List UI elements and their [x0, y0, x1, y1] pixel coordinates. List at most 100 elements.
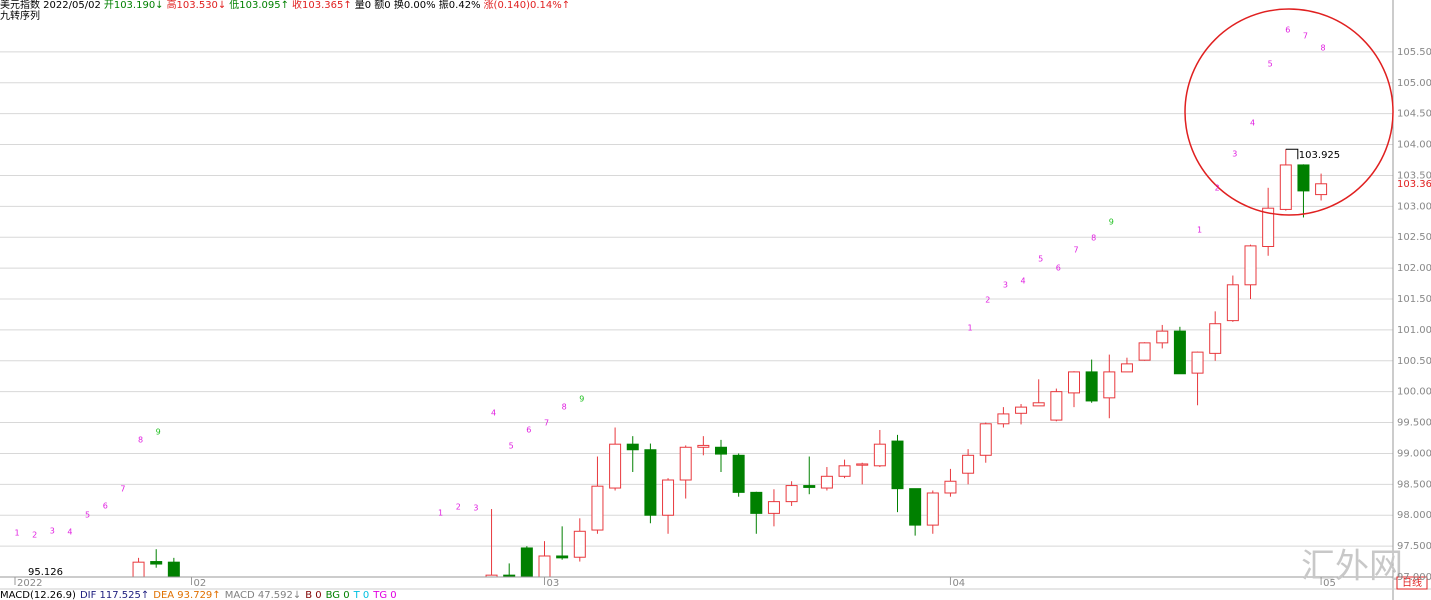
td-count: 6 — [1056, 264, 1061, 273]
td-count: 1 — [14, 529, 19, 538]
candle-body — [750, 491, 763, 514]
td-count: 7 — [544, 419, 549, 428]
plot-area — [132, 149, 1328, 577]
y-tick-label: 98.000 — [1397, 510, 1431, 521]
y-tick-label: 104.500 — [1397, 109, 1431, 120]
td-count: 7 — [1073, 246, 1078, 255]
y-tick-label: 98.500 — [1397, 479, 1431, 490]
candle-body — [820, 475, 833, 489]
td-count: 3 — [1232, 150, 1237, 159]
td-count: 9 — [1109, 218, 1114, 227]
indicator-item: DIF 117.525↑ — [80, 590, 149, 600]
y-tick-label: 102.000 — [1397, 263, 1431, 274]
indicator-item: DEA 93.729↑ — [153, 590, 220, 600]
candle-body — [785, 485, 798, 503]
td-count: 8 — [138, 436, 143, 445]
td-count: 3 — [473, 504, 478, 513]
td-count: 5 — [1038, 255, 1043, 264]
header-item: 涨(0.140)0.14%↑ — [484, 0, 571, 11]
candle-body — [1209, 323, 1222, 354]
indicator-item: T 0 — [353, 590, 370, 600]
indicator-bar: MACD(12.26.9) DIF 117.525↑ DEA 93.729↑ MACD… — [0, 590, 397, 600]
td-count: 8 — [562, 403, 567, 412]
td-count: 6 — [1285, 26, 1290, 35]
highlight-circle — [1184, 8, 1394, 216]
candle-body — [1050, 391, 1063, 421]
candle-body — [856, 463, 869, 466]
header-item: 开103.190↓ — [104, 0, 164, 11]
candle-body — [997, 413, 1010, 425]
x-tick-label: 02 — [194, 578, 207, 589]
candle-body — [926, 492, 939, 526]
candle-body — [803, 485, 816, 488]
candle-body — [1279, 164, 1292, 210]
candle-body — [1297, 164, 1310, 192]
candle-body — [1138, 342, 1151, 361]
header-item: 美元指数 2022/05/02 — [0, 0, 101, 11]
candle-body — [644, 449, 657, 516]
candle-body — [1315, 183, 1328, 196]
indicator-item: B 0 — [305, 590, 321, 600]
candle-body — [132, 561, 145, 577]
candle-body — [1103, 371, 1116, 399]
td-count: 7 — [1303, 32, 1308, 41]
header-item: 高103.530↓ — [167, 0, 227, 11]
x-tick-label: 03 — [547, 578, 560, 589]
y-tick-label: 101.000 — [1397, 325, 1431, 336]
td-count: 6 — [103, 502, 108, 511]
td-count: 9 — [579, 395, 584, 404]
indicator-item: TG 0 — [372, 590, 396, 600]
candle-body — [838, 465, 851, 477]
candle-body — [891, 440, 904, 490]
td-count: 9 — [156, 428, 161, 437]
candle-body — [1120, 363, 1133, 373]
candle-body — [538, 555, 551, 577]
header-item: 收103.365↑ — [292, 0, 352, 11]
grid — [0, 51, 1393, 578]
td-count: 1 — [1197, 226, 1202, 235]
y-tick-label: 105.500 — [1397, 47, 1431, 58]
x-tick-label: 05 — [1323, 578, 1336, 589]
td-count: 2 — [985, 296, 990, 305]
td-count: 1 — [968, 324, 973, 333]
period-button[interactable]: 日线 — [1402, 576, 1422, 589]
candle-body — [626, 443, 639, 451]
candle-body — [979, 423, 992, 456]
y-tick-label: 103.000 — [1397, 201, 1431, 212]
y-tick-label: 101.500 — [1397, 294, 1431, 305]
candle-body — [556, 555, 569, 559]
td-count: 3 — [1003, 281, 1008, 290]
indicator-item: BG 0 — [326, 590, 350, 600]
td-count: 5 — [509, 442, 514, 451]
candle-body — [150, 561, 163, 565]
candle-body — [873, 443, 886, 467]
y-tick-label: 97.000 — [1397, 572, 1431, 583]
td-count: 2 — [456, 503, 461, 512]
td-count: 4 — [1021, 277, 1026, 286]
td-count: 2 — [32, 531, 37, 540]
y-tick-label: 99.500 — [1397, 418, 1431, 429]
candle-body — [167, 561, 180, 577]
candle-body — [715, 446, 727, 455]
candle-body — [662, 479, 675, 516]
candle-body — [679, 446, 692, 481]
td-count: 8 — [1321, 44, 1326, 53]
last-price-label: 103.365 — [1397, 179, 1431, 190]
y-tick-label: 102.500 — [1397, 232, 1431, 243]
candle-body — [1191, 351, 1204, 374]
y-tick-label: 105.000 — [1397, 78, 1431, 89]
candle-body — [609, 443, 622, 489]
candle-body — [944, 480, 957, 494]
candle-body — [1068, 371, 1080, 394]
td-count: 1 — [438, 509, 443, 518]
high-marker — [1285, 148, 1299, 160]
candle-body — [697, 444, 710, 448]
period-button-frame[interactable] — [1396, 576, 1428, 590]
high-annotation: 103.925 — [1299, 150, 1340, 161]
candle-body — [1173, 330, 1186, 375]
header-item: 量0 额0 换0.00% 振0.42% — [355, 0, 481, 11]
y-tick-label: 100.000 — [1397, 387, 1431, 398]
indicator-item: MACD 47.592↓ — [225, 590, 302, 600]
